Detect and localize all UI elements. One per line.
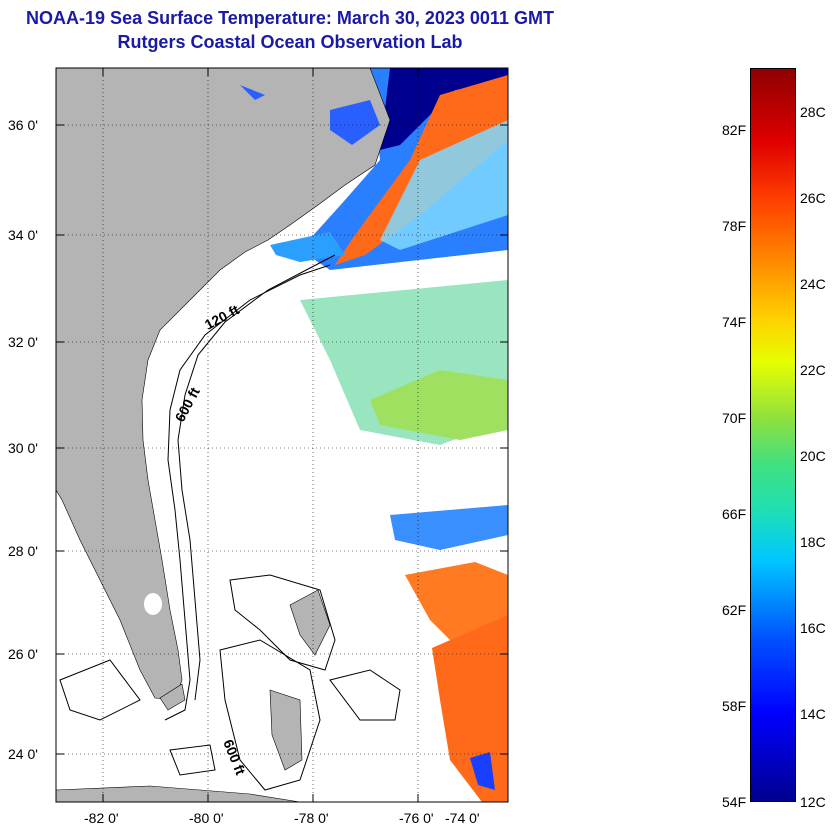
colorbar-f-82: 82F xyxy=(722,122,747,138)
map-title: NOAA-19 Sea Surface Temperature: March 3… xyxy=(26,8,554,28)
lat-label-32: 32 0' xyxy=(8,334,38,350)
colorbar-f-66: 66F xyxy=(722,506,747,522)
colorbar-f-58: 58F xyxy=(722,698,747,714)
colorbar-c-20: 20C xyxy=(800,448,826,464)
lon-label-78: -78 0' xyxy=(294,810,329,826)
colorbar-f-78: 78F xyxy=(722,218,747,234)
colorbar-c-14: 14C xyxy=(800,706,826,722)
lat-label-36: 36 0' xyxy=(8,117,38,133)
lon-label-80: -80 0' xyxy=(189,810,224,826)
lon-label-82: -82 0' xyxy=(84,810,119,826)
colorbar-f-54: 54F xyxy=(722,794,747,810)
colorbar-c-16: 16C xyxy=(800,620,826,636)
lat-label-34: 34 0' xyxy=(8,227,38,243)
axis-ticks xyxy=(56,68,508,802)
lat-label-28: 28 0' xyxy=(8,543,38,559)
colorbar-c-28: 28C xyxy=(800,104,826,120)
land-layer xyxy=(56,68,391,802)
lon-label-74: -74 0' xyxy=(445,810,480,826)
lon-label-76: -76 0' xyxy=(399,810,434,826)
temperature-colorbar xyxy=(750,68,796,802)
colorbar-c-26: 26C xyxy=(800,190,826,206)
colorbar-c-12: 12C xyxy=(800,794,826,810)
colorbar-f-74: 74F xyxy=(722,314,747,330)
colorbar-c-18: 18C xyxy=(800,534,826,550)
colorbar-f-70: 70F xyxy=(722,410,747,426)
map-frame xyxy=(55,67,509,803)
map-subtitle: Rutgers Coastal Ocean Observation Lab xyxy=(117,32,463,52)
lat-label-26: 26 0' xyxy=(8,646,38,662)
isobath-contours xyxy=(59,254,401,791)
lat-lon-grid xyxy=(56,68,508,802)
colorbar-c-22: 22C xyxy=(800,362,826,378)
sound-water xyxy=(240,85,380,145)
lat-label-30: 30 0' xyxy=(8,440,38,456)
lat-label-24: 24 0' xyxy=(8,746,38,762)
colorbar-f-62: 62F xyxy=(722,602,747,618)
sst-data-layer xyxy=(270,68,508,802)
colorbar-c-24: 24C xyxy=(800,276,826,292)
